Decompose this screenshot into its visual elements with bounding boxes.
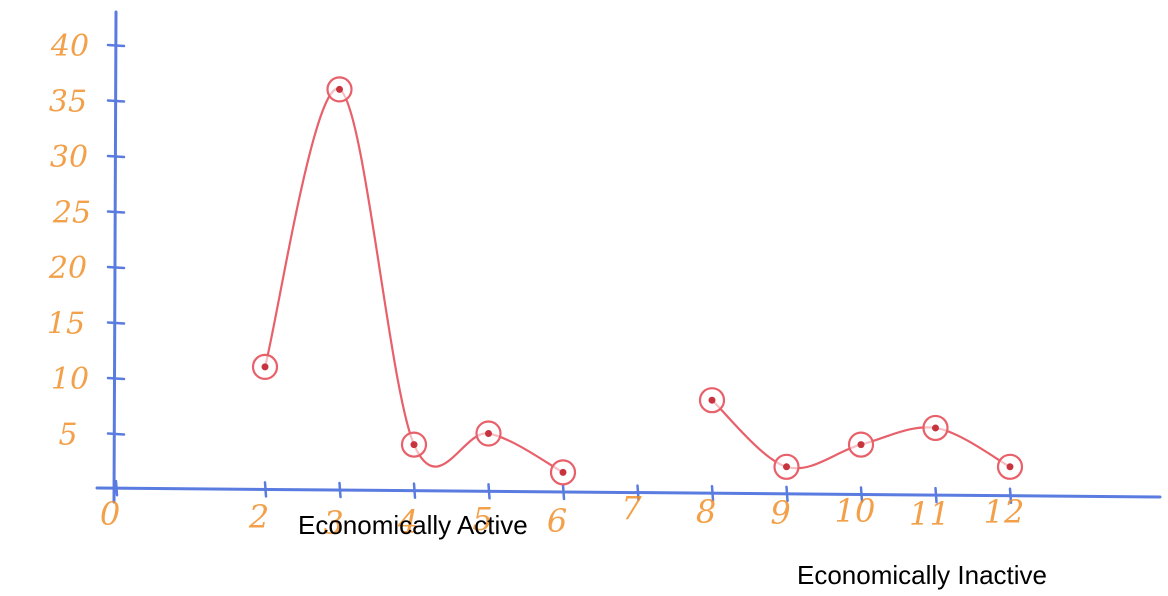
data-point-x5 xyxy=(485,430,492,437)
x-tick-mark-3 xyxy=(338,481,342,499)
data-point-x4 xyxy=(410,441,418,449)
x-tick-mark-11 xyxy=(934,486,938,504)
x-tick-label-3: 3 xyxy=(323,504,343,542)
x-tick-mark-9 xyxy=(785,485,789,503)
x-tick-mark-4 xyxy=(412,482,417,499)
axes xyxy=(95,10,1162,504)
y-tick-label-15: 15 xyxy=(47,307,85,342)
x-tick-mark-7 xyxy=(636,484,640,501)
x-tick-label-9: 9 xyxy=(770,494,790,532)
y-tick-label-30: 30 xyxy=(50,140,88,175)
y-ticks: 5 10 15 20 25 30 35 40 xyxy=(47,29,126,453)
data-point-x9 xyxy=(783,463,790,471)
y-tick-label-10: 10 xyxy=(51,362,89,397)
y-tick-label-25: 25 xyxy=(52,196,91,231)
annotations: Economically Active Economically Inactiv… xyxy=(298,510,1047,590)
x-tick-mark-0 xyxy=(114,479,119,497)
y-tick-label-5: 5 xyxy=(58,418,77,453)
y-tick-label-35: 35 xyxy=(49,85,87,120)
series-line-1 xyxy=(263,88,565,474)
data-point-x2 xyxy=(261,363,269,371)
y-axis xyxy=(112,10,118,504)
data-point-x8 xyxy=(708,396,716,404)
x-tick-mark-8 xyxy=(710,484,715,502)
y-tick-mark-25 xyxy=(106,210,126,214)
x-tick-label-6: 6 xyxy=(547,502,567,540)
annotation-economically-active: Economically Active xyxy=(298,510,528,540)
data-points xyxy=(251,76,1024,486)
x-tick-label-10: 10 xyxy=(835,492,876,530)
data-point-x3 xyxy=(336,85,343,93)
x-tick-label-5: 5 xyxy=(472,500,492,538)
data-point-x10 xyxy=(857,441,865,449)
x-tick-mark-5 xyxy=(487,483,491,500)
annotation-economically-inactive: Economically Inactive xyxy=(797,560,1047,590)
x-tick-mark-12 xyxy=(1008,487,1013,504)
x-tick-label-0: 0 xyxy=(100,495,120,533)
x-tick-label-4: 4 xyxy=(397,503,418,541)
data-point-x11 xyxy=(932,424,939,432)
x-tick-label-2: 2 xyxy=(248,498,269,536)
y-tick-label-20: 20 xyxy=(48,251,87,286)
x-ticks: 0 2 3 4 5 6 7 8 9 10 11 12 xyxy=(100,479,1025,542)
y-tick-label-40: 40 xyxy=(50,29,89,64)
series-lines xyxy=(263,88,1012,474)
x-tick-label-12: 12 xyxy=(984,493,1025,531)
y-tick-mark-10 xyxy=(106,376,126,381)
y-tick-mark-15 xyxy=(106,321,126,325)
y-tick-mark-5 xyxy=(106,432,126,436)
x-tick-label-8: 8 xyxy=(696,493,716,531)
x-tick-label-11: 11 xyxy=(909,495,950,533)
y-tick-mark-40 xyxy=(106,43,126,48)
data-point-x12 xyxy=(1006,463,1014,471)
y-tick-mark-20 xyxy=(106,265,126,270)
x-tick-mark-10 xyxy=(859,486,864,503)
data-point-x6 xyxy=(559,468,567,476)
x-tick-mark-2 xyxy=(263,481,268,498)
y-tick-mark-35 xyxy=(106,99,126,103)
x-axis xyxy=(95,486,1162,499)
y-tick-mark-30 xyxy=(106,154,126,159)
x-tick-label-7: 7 xyxy=(621,489,642,527)
x-tick-mark-6 xyxy=(561,483,566,501)
